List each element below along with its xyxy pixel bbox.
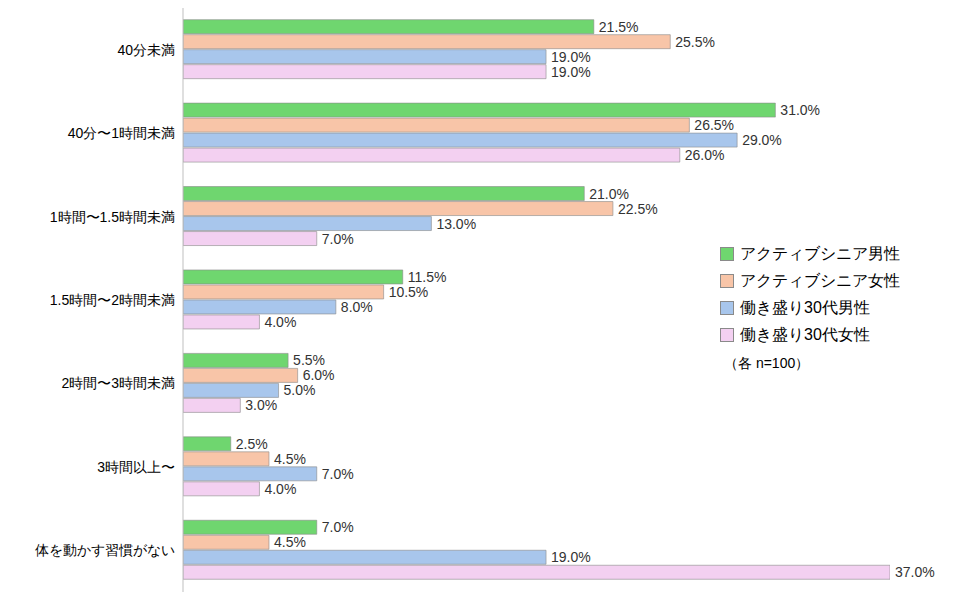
svg-text:2時間〜3時間未満: 2時間〜3時間未満 xyxy=(61,375,175,391)
svg-text:10.5%: 10.5% xyxy=(389,284,429,300)
svg-text:40分未満: 40分未満 xyxy=(117,42,175,58)
svg-text:22.5%: 22.5% xyxy=(618,201,658,217)
svg-text:29.0%: 29.0% xyxy=(742,132,782,148)
svg-text:4.5%: 4.5% xyxy=(274,534,306,550)
svg-text:11.5%: 11.5% xyxy=(408,269,447,285)
svg-text:5.0%: 5.0% xyxy=(284,382,316,398)
svg-text:5.5%: 5.5% xyxy=(293,352,325,368)
svg-text:21.0%: 21.0% xyxy=(589,186,629,202)
svg-text:4.0%: 4.0% xyxy=(264,314,296,330)
svg-text:25.5%: 25.5% xyxy=(675,34,715,50)
svg-text:40分〜1時間未満: 40分〜1時間未満 xyxy=(68,125,175,141)
svg-text:13.0%: 13.0% xyxy=(436,216,476,232)
svg-text:31.0%: 31.0% xyxy=(780,102,820,118)
svg-text:1時間〜1.5時間未満: 1時間〜1.5時間未満 xyxy=(50,209,175,225)
svg-text:4.5%: 4.5% xyxy=(274,451,306,467)
svg-text:3.0%: 3.0% xyxy=(245,397,277,413)
html-text:（各 n=100）: （各 n=100） xyxy=(724,355,810,371)
svg-text:19.0%: 19.0% xyxy=(551,549,591,565)
svg-text:26.0%: 26.0% xyxy=(685,147,725,163)
svg-text:7.0%: 7.0% xyxy=(322,231,354,247)
svg-text:体を動かす習慣がない: 体を動かす習慣がない xyxy=(35,542,175,558)
svg-text:19.0%: 19.0% xyxy=(551,64,591,80)
svg-text:1.5時間〜2時間未満: 1.5時間〜2時間未満 xyxy=(50,292,175,308)
svg-text:7.0%: 7.0% xyxy=(322,466,354,482)
svg-text:3時間以上〜: 3時間以上〜 xyxy=(97,459,175,475)
svg-text:21.5%: 21.5% xyxy=(599,19,639,35)
svg-text:7.0%: 7.0% xyxy=(322,519,354,535)
svg-text:4.0%: 4.0% xyxy=(264,481,296,497)
html-text:アクティブシニア女性: アクティブシニア女性 xyxy=(740,272,900,289)
svg-text:26.5%: 26.5% xyxy=(694,117,734,133)
svg-text:8.0%: 8.0% xyxy=(341,299,373,315)
html-text:アクティブシニア男性: アクティブシニア男性 xyxy=(740,245,900,262)
html-text:働き盛り30代男性: 働き盛り30代男性 xyxy=(740,299,870,316)
svg-text:2.5%: 2.5% xyxy=(236,436,268,452)
svg-text:37.0%: 37.0% xyxy=(895,564,935,580)
svg-text:19.0%: 19.0% xyxy=(551,49,591,65)
html-text:働き盛り30代女性: 働き盛り30代女性 xyxy=(740,326,870,343)
svg-text:6.0%: 6.0% xyxy=(303,367,335,383)
